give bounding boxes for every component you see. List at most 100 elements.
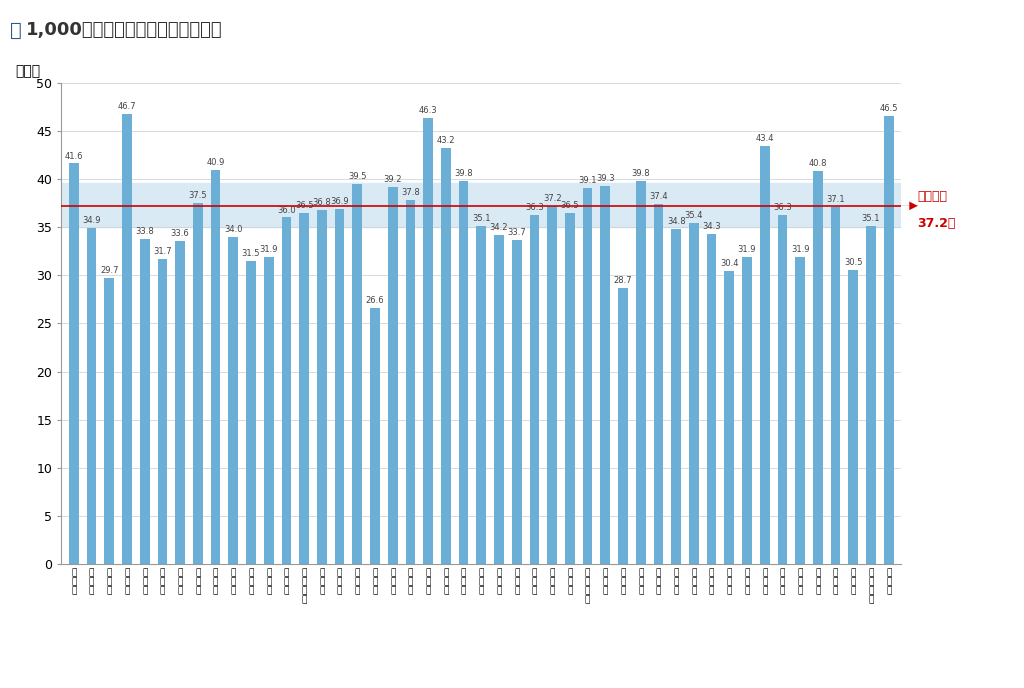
Bar [122, 114, 132, 564]
Text: 31.9: 31.9 [737, 245, 757, 254]
Text: 28.7: 28.7 [613, 276, 632, 285]
Text: 34.0: 34.0 [224, 225, 243, 234]
Bar [228, 237, 239, 564]
Text: 全国平均: 全国平均 [918, 190, 947, 203]
Bar [441, 148, 451, 564]
Bar [512, 239, 521, 564]
Bar [264, 257, 273, 564]
Text: 35.1: 35.1 [862, 214, 881, 223]
Text: 37.4: 37.4 [649, 192, 668, 201]
Bar [211, 170, 220, 564]
Text: 35.1: 35.1 [472, 214, 490, 223]
Bar [370, 308, 380, 564]
Text: 40.8: 40.8 [809, 160, 827, 169]
Bar [459, 181, 468, 564]
Bar [653, 204, 664, 564]
Bar [547, 206, 557, 564]
Bar [388, 186, 397, 564]
Bar [724, 271, 734, 564]
Text: 31.5: 31.5 [242, 249, 260, 258]
Text: 36.0: 36.0 [278, 206, 296, 215]
Bar [476, 226, 486, 564]
Text: 36.3: 36.3 [525, 203, 544, 212]
Bar [352, 184, 362, 564]
Bar [61, 183, 901, 227]
Text: 36.8: 36.8 [312, 198, 331, 207]
Text: 1,000人当たりの不登校児童生徒数: 1,000人当たりの不登校児童生徒数 [26, 21, 222, 39]
Bar [158, 259, 167, 564]
Bar [282, 217, 291, 564]
Text: 37.1: 37.1 [826, 195, 845, 204]
Bar [299, 213, 309, 564]
Text: 34.3: 34.3 [702, 222, 721, 231]
Bar [193, 203, 203, 564]
Text: 34.9: 34.9 [82, 216, 100, 225]
Bar [104, 278, 114, 564]
Text: 41.6: 41.6 [65, 151, 83, 160]
Bar [636, 181, 645, 564]
Text: 29.7: 29.7 [100, 266, 119, 275]
Text: 46.3: 46.3 [419, 107, 437, 116]
Bar [707, 234, 717, 564]
Text: 37.8: 37.8 [401, 189, 420, 197]
Text: 26.6: 26.6 [366, 296, 384, 305]
Text: 34.2: 34.2 [489, 223, 508, 232]
Text: 37.2人: 37.2人 [918, 217, 955, 230]
Bar [246, 261, 256, 564]
Bar [495, 235, 504, 564]
Text: 36.5: 36.5 [295, 201, 313, 210]
Bar [813, 171, 822, 564]
Text: 33.8: 33.8 [135, 227, 154, 236]
Bar [529, 215, 540, 564]
Text: 30.4: 30.4 [720, 259, 738, 268]
Text: 39.2: 39.2 [383, 175, 402, 184]
Bar [583, 188, 593, 564]
Text: 31.9: 31.9 [791, 245, 809, 254]
Bar [672, 229, 681, 564]
Text: 37.5: 37.5 [188, 191, 207, 200]
Bar [406, 200, 416, 564]
Bar [317, 210, 327, 564]
Bar [689, 223, 698, 564]
Text: （人）: （人） [15, 64, 40, 78]
Text: 36.9: 36.9 [331, 197, 349, 206]
Bar [777, 215, 787, 564]
Text: 34.8: 34.8 [667, 217, 685, 226]
Bar [618, 288, 628, 564]
Bar [796, 257, 805, 564]
Text: 30.5: 30.5 [844, 259, 862, 268]
Bar [884, 116, 894, 564]
Bar [600, 186, 610, 564]
Bar [69, 164, 79, 564]
Text: 31.9: 31.9 [259, 245, 278, 254]
Bar [140, 239, 150, 564]
Text: 43.2: 43.2 [436, 136, 455, 145]
Text: 35.4: 35.4 [685, 211, 703, 220]
Text: 39.1: 39.1 [579, 175, 597, 184]
Text: 39.8: 39.8 [632, 169, 650, 178]
Text: 39.5: 39.5 [348, 172, 367, 181]
Text: 43.4: 43.4 [756, 134, 774, 143]
Text: 36.5: 36.5 [560, 201, 580, 210]
Bar [87, 228, 96, 564]
Text: 40.9: 40.9 [207, 158, 224, 167]
Bar [760, 146, 770, 564]
Bar [175, 241, 185, 564]
Bar [866, 226, 876, 564]
Text: 36.3: 36.3 [773, 203, 792, 212]
Bar [423, 118, 433, 564]
Bar [830, 207, 841, 564]
Text: 31.7: 31.7 [154, 247, 172, 256]
Text: 39.8: 39.8 [455, 169, 473, 178]
Bar [849, 270, 858, 564]
Text: 37.2: 37.2 [543, 194, 561, 203]
Text: ｜: ｜ [10, 21, 22, 40]
Text: 33.7: 33.7 [507, 228, 526, 237]
Bar [742, 257, 752, 564]
Bar [565, 213, 574, 564]
Text: 33.6: 33.6 [171, 228, 189, 237]
Text: 46.5: 46.5 [880, 105, 898, 114]
Text: 46.7: 46.7 [118, 103, 136, 111]
Text: 39.3: 39.3 [596, 174, 614, 183]
Bar [335, 208, 344, 564]
